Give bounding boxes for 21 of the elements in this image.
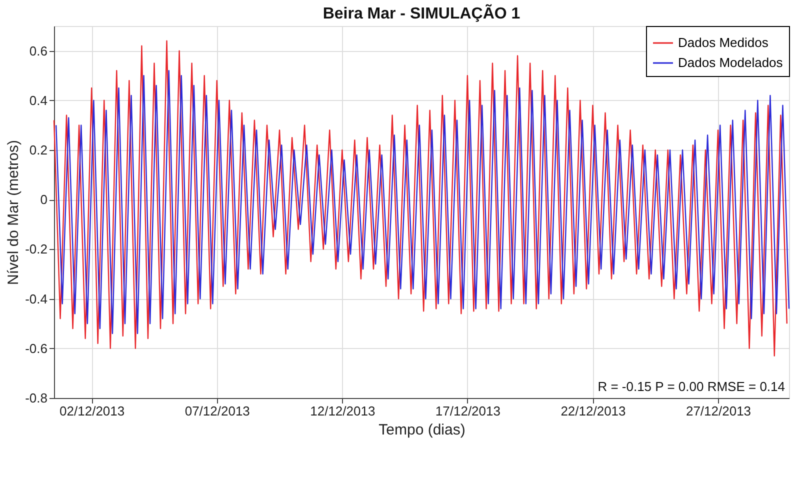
x-tick-label: 27/12/2013 [686,404,752,418]
y-tick-label: 0.4 [29,92,48,108]
y-tick-label: -0.8 [25,390,48,406]
x-tick-label: 17/12/2013 [435,404,500,418]
y-tick-label: -0.4 [25,291,48,306]
y-tick-label: 0.6 [29,43,48,58]
y-tick-label: 0.2 [29,142,48,158]
y-tick-label: -0.2 [25,242,48,257]
x-tick-label: 22/12/2013 [560,404,626,418]
y-tick-label: -0.6 [25,340,48,356]
x-tick-label: 02/12/2013 [60,404,125,418]
annotation: R = -0.15 P = 0.00 RMSE = 0.14 [598,379,785,394]
legend-label: Dados Modelados [678,55,784,70]
line-series [55,70,790,334]
y-axis-title: Nível do Mar (metros) [5,140,22,286]
y-tick-label: 0 [40,192,48,208]
legend-label: Dados Medidos [678,35,769,50]
x-tick-label: 07/12/2013 [184,404,250,418]
chart-title: Beira Mar - SIMULAÇÃO 1 [322,4,520,22]
x-axis-title: Tempo (dias) [378,422,466,438]
x-tick-label: 12/12/2013 [310,404,376,418]
